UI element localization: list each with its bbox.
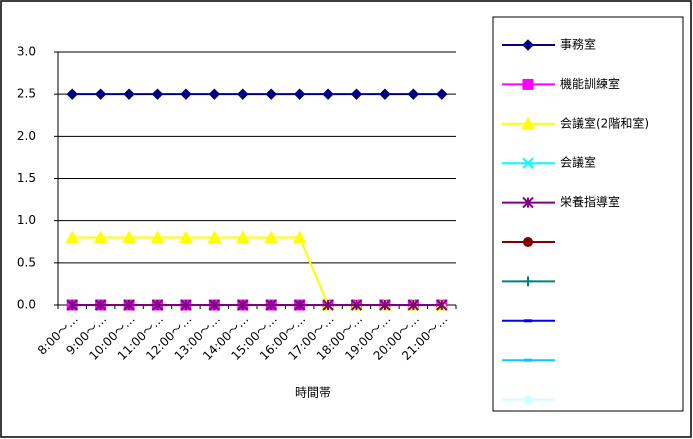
marker (208, 88, 221, 100)
marker (293, 88, 306, 100)
marker (94, 88, 107, 100)
marker (264, 230, 279, 244)
marker (322, 88, 334, 100)
y-tick-label: 1.5 (17, 171, 36, 185)
marker (237, 88, 249, 100)
marker (65, 230, 80, 244)
marker (521, 116, 535, 130)
marker (150, 230, 165, 244)
y-tick-label: 0.0 (17, 298, 36, 312)
y-tick-label: 2.5 (17, 87, 36, 101)
marker (66, 88, 78, 100)
marker (122, 230, 136, 244)
marker (151, 88, 164, 100)
marker (293, 299, 306, 311)
marker (208, 299, 221, 311)
marker (179, 230, 193, 244)
marker (265, 299, 277, 311)
marker (350, 299, 363, 311)
marker (407, 299, 420, 311)
marker (292, 230, 307, 244)
legend-label: 栄養指導室 (560, 194, 620, 209)
marker (522, 78, 534, 90)
marker (237, 299, 249, 311)
y-tick-label: 2.0 (17, 129, 36, 143)
y-tick-label: 0.5 (17, 255, 36, 269)
legend-label: 機能訓練室 (560, 76, 620, 91)
marker (436, 299, 448, 311)
marker (522, 393, 534, 406)
marker (94, 299, 107, 311)
marker (522, 157, 534, 169)
marker (379, 88, 391, 100)
marker (523, 237, 533, 247)
legend-label: 会議室(2階和室) (560, 115, 649, 130)
x-axis-label: 時間帯 (295, 386, 331, 400)
marker (350, 88, 363, 100)
y-tick-label: 3.0 (17, 45, 36, 59)
marker (522, 39, 534, 51)
marker (151, 299, 164, 311)
marker (180, 88, 192, 100)
marker (379, 299, 391, 311)
marker (407, 88, 420, 100)
marker (265, 88, 277, 100)
marker (123, 88, 135, 100)
legend-label: 事務室 (560, 37, 596, 52)
marker (207, 230, 222, 244)
marker (66, 299, 78, 311)
y-tick-label: 1.0 (17, 213, 36, 227)
marker (523, 276, 533, 287)
marker (235, 230, 250, 244)
marker (322, 299, 334, 311)
marker (180, 299, 192, 311)
marker (522, 196, 534, 209)
marker (436, 88, 448, 100)
marker (93, 230, 108, 244)
legend-label: 会議室 (560, 155, 596, 170)
marker (123, 299, 135, 311)
